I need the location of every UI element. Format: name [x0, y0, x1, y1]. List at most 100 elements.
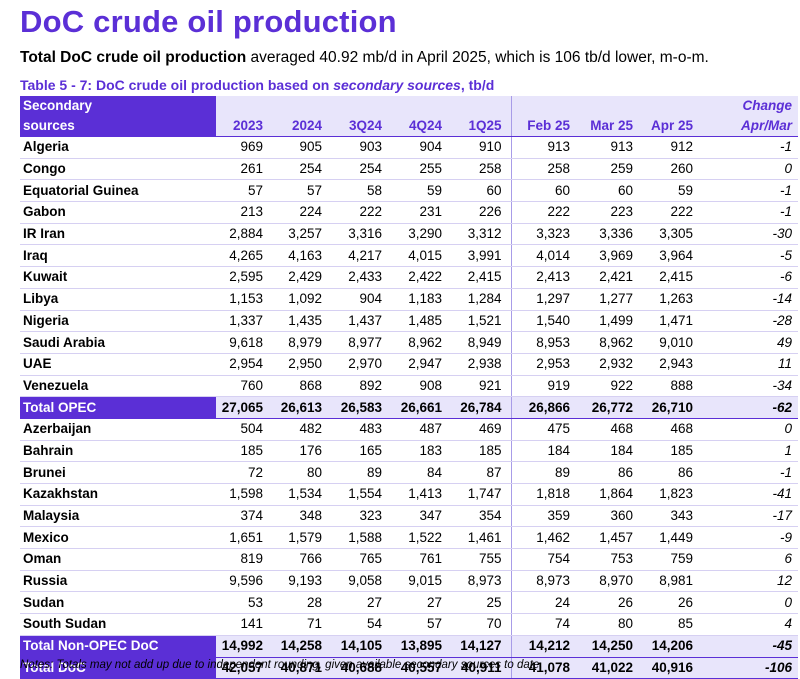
cell-value: 185	[216, 440, 272, 463]
cell-value: 2,595	[216, 266, 272, 289]
row-label: Brunei	[20, 461, 216, 484]
change-header-2: Apr/Mar	[702, 116, 798, 137]
row-label: Saudi Arabia	[20, 331, 216, 354]
cell-value: 28	[272, 591, 331, 615]
table-caption: Table 5 - 7: DoC crude oil production ba…	[20, 77, 494, 93]
cell-value: 222	[331, 201, 391, 224]
row-label: Iraq	[20, 244, 216, 268]
cell-value: 80	[579, 613, 642, 636]
table-row: Oman 819 766 765 761 755 754 753 759 6	[20, 548, 798, 571]
cell-value: 9,596	[216, 570, 272, 593]
change-header: Change	[702, 96, 798, 116]
cell-value: 26,661	[391, 396, 451, 419]
table-row: Kuwait 2,595 2,429 2,433 2,422 2,415 2,413 2,42…	[20, 266, 798, 289]
cell-value: 183	[391, 440, 451, 463]
cell-value: 71	[272, 613, 331, 636]
header-blank	[216, 96, 272, 116]
cell-value: 482	[272, 418, 331, 441]
cell-value: 1,284	[451, 288, 512, 311]
cell-value: 8,962	[391, 331, 451, 354]
cell-value: 86	[579, 461, 642, 484]
table-row: Sudan 53 28 27 27 25 24 26 26 0	[20, 591, 798, 615]
cell-value: 910	[451, 136, 512, 159]
cell-change: -106	[702, 656, 798, 679]
table-row: Bahrain 185 176 165 183 185 184 184 185 1	[20, 440, 798, 463]
cell-value: 921	[451, 375, 512, 398]
cell-value: 1,747	[451, 483, 512, 506]
cell-value: 1,540	[511, 310, 579, 333]
cell-value: 8,977	[331, 331, 391, 354]
table-caption-prefix: Table 5 - 7: DoC crude oil production ba…	[20, 77, 334, 93]
cell-value: 3,305	[642, 223, 702, 246]
row-label: Oman	[20, 548, 216, 571]
column-header: Apr 25	[642, 116, 702, 137]
cell-change: 12	[702, 570, 798, 593]
cell-value: 9,058	[331, 570, 391, 593]
table-row: Iraq 4,265 4,163 4,217 4,015 3,991 4,014 3,969 3…	[20, 244, 798, 268]
cell-value: 2,947	[391, 353, 451, 376]
header-blank	[391, 96, 451, 116]
cell-value: 85	[642, 613, 702, 636]
column-header: 4Q24	[391, 116, 451, 137]
cell-value: 1,522	[391, 526, 451, 550]
cell-value: 4,014	[511, 244, 579, 268]
cell-value: 42,057	[216, 656, 272, 679]
cell-value: 360	[579, 505, 642, 528]
row-label: Kuwait	[20, 266, 216, 289]
cell-value: 14,212	[511, 634, 579, 658]
cell-value: 2,953	[511, 353, 579, 376]
cell-value: 26,613	[272, 396, 331, 419]
cell-change: -1	[702, 179, 798, 203]
header-row-2: sources 2023 2024 3Q24 4Q24 1Q25 Feb 25 Mar 25 A…	[20, 116, 798, 137]
cell-value: 57	[391, 613, 451, 636]
cell-value: 2,415	[451, 266, 512, 289]
row-label: Algeria	[20, 136, 216, 159]
cell-value: 2,943	[642, 353, 702, 376]
cell-value: 766	[272, 548, 331, 571]
row-label: IR Iran	[20, 223, 216, 246]
cell-change: -28	[702, 310, 798, 333]
cell-value: 760	[216, 375, 272, 398]
cell-value: 1,534	[272, 483, 331, 506]
row-label: Venezuela	[20, 375, 216, 398]
header-blank	[579, 96, 642, 116]
cell-value: 2,954	[216, 353, 272, 376]
cell-value: 913	[511, 136, 579, 159]
table-row: Algeria 969 905 903 904 910 913 913 912 -1	[20, 136, 798, 159]
cell-value: 913	[579, 136, 642, 159]
table-row: Venezuela 760 868 892 908 921 919 922 888 -34	[20, 375, 798, 398]
row-label: Sudan	[20, 591, 216, 615]
cell-change: -9	[702, 526, 798, 550]
cell-value: 254	[272, 158, 331, 181]
header-blank	[272, 96, 331, 116]
header-blank	[642, 96, 702, 116]
cell-change: 0	[702, 418, 798, 441]
cell-value: 26,710	[642, 396, 702, 419]
header-blank	[511, 96, 579, 116]
cell-value: 165	[331, 440, 391, 463]
total-row: Total Non-OPEC DoC 14,992 14,258 14,105 13,8…	[20, 634, 798, 658]
cell-value: 2,421	[579, 266, 642, 289]
cell-value: 8,970	[579, 570, 642, 593]
cell-value: 919	[511, 375, 579, 398]
cell-value: 26	[642, 591, 702, 615]
cell-value: 1,823	[642, 483, 702, 506]
cell-value: 8,953	[511, 331, 579, 354]
cell-change: -6	[702, 266, 798, 289]
cell-value: 348	[272, 505, 331, 528]
table-row: UAE 2,954 2,950 2,970 2,947 2,938 2,953 2,932 2,…	[20, 353, 798, 376]
table-row: Libya 1,153 1,092 904 1,183 1,284 1,297 1,277 1,…	[20, 288, 798, 311]
cell-value: 2,429	[272, 266, 331, 289]
cell-value: 1,457	[579, 526, 642, 550]
header-blank	[451, 96, 512, 116]
cell-value: 8,973	[451, 570, 512, 593]
column-header: 2024	[272, 116, 331, 137]
column-header: 2023	[216, 116, 272, 137]
cell-value: 4,015	[391, 244, 451, 268]
cell-value: 2,422	[391, 266, 451, 289]
cell-change: -41	[702, 483, 798, 506]
table-row: South Sudan 141 71 54 57 70 74 80 85 4	[20, 613, 798, 636]
cell-value: 8,981	[642, 570, 702, 593]
cell-change: 6	[702, 548, 798, 571]
cell-value: 185	[451, 440, 512, 463]
